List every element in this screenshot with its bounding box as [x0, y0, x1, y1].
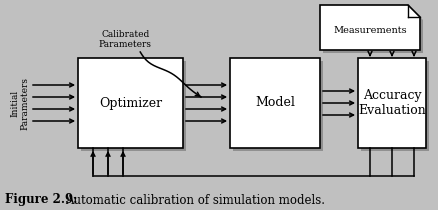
Text: Figure 2.9:: Figure 2.9: — [5, 193, 78, 206]
Bar — [81, 61, 186, 151]
Text: Optimizer: Optimizer — [99, 97, 162, 109]
Bar — [361, 61, 429, 151]
Bar — [230, 58, 320, 148]
Text: Automatic calibration of simulation models.: Automatic calibration of simulation mode… — [65, 193, 325, 206]
Text: Initial
Parameters: Initial Parameters — [11, 76, 30, 130]
Polygon shape — [320, 5, 420, 50]
Polygon shape — [323, 8, 423, 53]
Bar — [233, 61, 323, 151]
Bar — [78, 58, 183, 148]
Text: Measurements: Measurements — [333, 26, 407, 35]
Bar — [358, 58, 426, 148]
Text: Accuracy
Evaluation: Accuracy Evaluation — [358, 89, 426, 117]
Text: Calibrated
Parameters: Calibrated Parameters — [99, 30, 152, 49]
Text: Model: Model — [255, 97, 295, 109]
